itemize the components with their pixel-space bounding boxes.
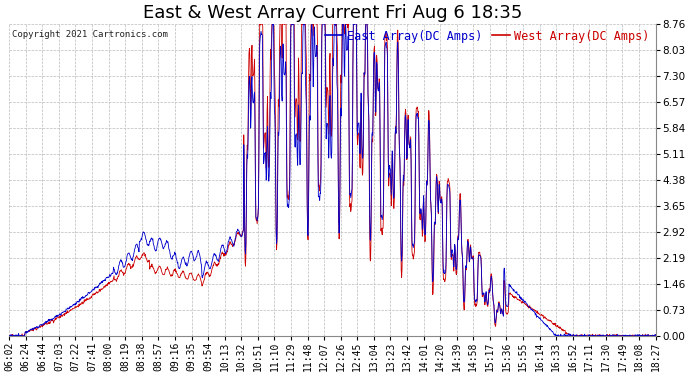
Legend: East Array(DC Amps), West Array(DC Amps): East Array(DC Amps), West Array(DC Amps): [325, 30, 650, 43]
Title: East & West Array Current Fri Aug 6 18:35: East & West Array Current Fri Aug 6 18:3…: [143, 4, 522, 22]
Text: Copyright 2021 Cartronics.com: Copyright 2021 Cartronics.com: [12, 30, 168, 39]
